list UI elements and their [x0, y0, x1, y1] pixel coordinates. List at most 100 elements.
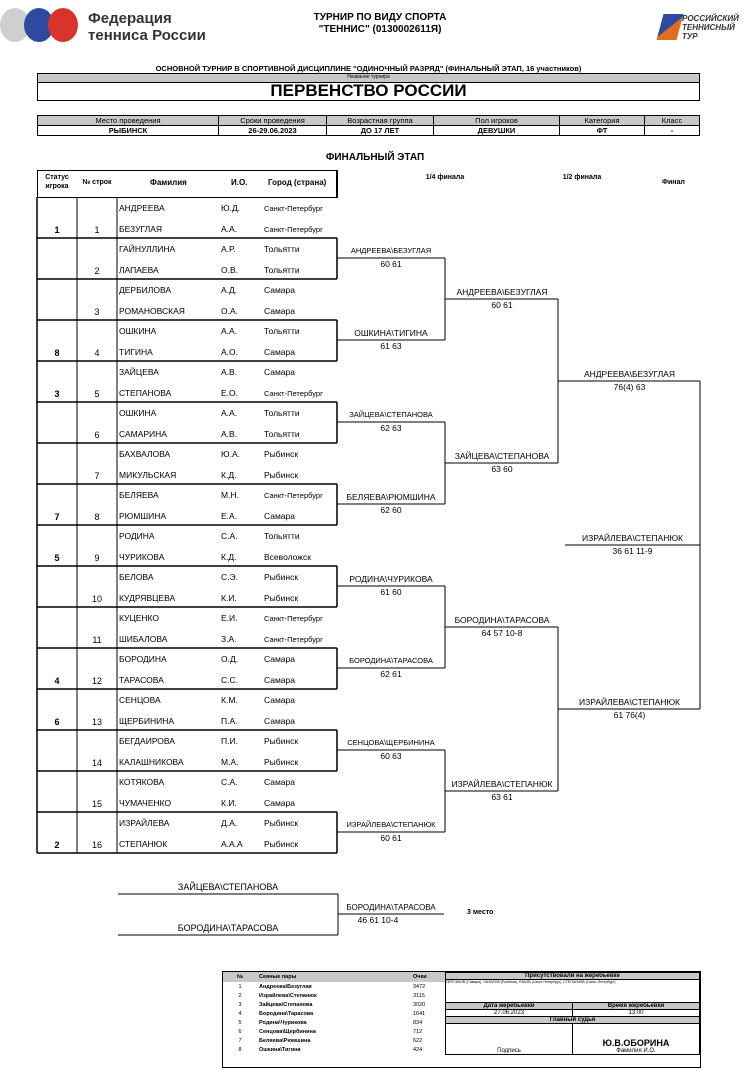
player-surname: БЕГДАИРОВА [119, 736, 175, 746]
seed-points: 1641 [413, 1010, 426, 1017]
time-label: Время жеребьевки [572, 1002, 700, 1010]
bracket-header [37, 170, 338, 198]
row-number: 13 [91, 717, 102, 727]
player-surname: ИЗРАЙЛЕВА [119, 818, 170, 828]
final-score: 61 76(4) [613, 710, 646, 720]
third-place-label: 3 место [467, 909, 494, 916]
player-initials: К.И. [221, 593, 237, 603]
seed-pair: Беляева\Рюмшина [259, 1037, 311, 1044]
title-line: ТУРНИР ПО ВИДУ СПОРТА [313, 12, 447, 23]
title-line: "ТЕННИС" (0130002611Я) [318, 24, 442, 35]
subtitle: ОСНОВНОЙ ТУРНИР В СПОРТИВНОЙ ДИСЦИПЛИНЕ … [155, 64, 582, 73]
col-qf: 1/4 финала [425, 174, 465, 181]
player-initials: К.Д. [221, 470, 237, 480]
player-status: 2 [54, 840, 60, 850]
qf-winner: АНДРЕЕВА\БЕЗУГЛАЯ [350, 246, 432, 255]
player-initials: О.Д. [221, 654, 239, 664]
qf-score: 60 61 [380, 259, 402, 269]
player-initials: М.А. [221, 757, 239, 767]
third-place-player1: ЗАЙЦЕВА\СТЕПАНОВА [177, 882, 279, 892]
player-city: Рыбинск [264, 818, 299, 828]
player-city: Санкт-Петербург [264, 491, 323, 500]
seed-points: 3472 [413, 983, 426, 990]
seed-pair: Ошкина\Тигина [259, 1046, 301, 1053]
seed-number: 2 [238, 992, 242, 999]
player-initials: А.В. [221, 367, 238, 377]
seed-row: 3 Зайцева\Степанова 3020 [223, 1000, 445, 1009]
bottom-frame [222, 971, 701, 1068]
info-table: Место проведения Сроки проведения Возрастн… [37, 115, 700, 136]
seed-row: 2 Израйлева\Степанюк 3115 [223, 991, 445, 1000]
player-surname: РЮМШИНА [119, 511, 167, 521]
third-place-score: 46 61 10-4 [357, 915, 399, 925]
seed-row: 7 Беляева\Рюмшина 622 [223, 1036, 445, 1045]
federation-line: Федерация [88, 10, 172, 27]
player-surname: БАХВАЛОВА [119, 449, 171, 459]
seeds-header: № [236, 974, 244, 980]
player-initials: Ю.Д. [221, 203, 241, 213]
row-number: 10 [91, 594, 102, 604]
player-city: Рыбинск [264, 757, 299, 767]
seed-pair: Бородина\Тарасова [259, 1010, 314, 1017]
seed-row: 8 Ошкина\Тигина 424 [223, 1045, 445, 1054]
col-city: Город (страна) [268, 178, 327, 187]
draw-time: 13:00 [572, 1009, 700, 1017]
player-city: Рыбинск [264, 593, 299, 603]
row-number: 9 [94, 553, 100, 563]
seed-row: 1 Андреева\Безуглая 3472 [223, 982, 445, 991]
player-initials: М.Н. [221, 490, 239, 500]
row-number: 15 [91, 799, 102, 809]
seed-number: 6 [238, 1028, 242, 1035]
seed-number: 4 [238, 1010, 242, 1017]
player-surname: СТЕПАНЮК [119, 839, 168, 849]
player-initials: А.О. [221, 347, 239, 357]
player-initials: А.А. [221, 408, 238, 418]
player-city: Самара [264, 511, 295, 521]
player-initials: О.В. [221, 265, 239, 275]
ball-icon [48, 8, 78, 42]
row-number: 5 [94, 389, 100, 399]
player-initials: А.Р. [221, 244, 236, 254]
col-final: Финал [662, 179, 685, 186]
info-value: - [644, 125, 700, 136]
qf-winner: ИЗРАЙЛЕВА\СТЕПАНЮК [346, 820, 436, 829]
qf-winner: БЕЛЯЕВА\РЮМШИНА [346, 492, 436, 502]
seed-number: 8 [238, 1046, 242, 1053]
player-status: 1 [54, 225, 60, 235]
row-number: 12 [91, 676, 102, 686]
player-initials: С.А. [221, 531, 238, 541]
row-number: 14 [91, 758, 102, 768]
judge-name: Ю.В.ОБОРИНА [602, 1038, 670, 1048]
judge-label: Главный судья [445, 1016, 700, 1024]
federation-logo [0, 8, 200, 44]
seed-points: 3020 [413, 1001, 426, 1008]
seed-pair: Андреева\Безуглая [259, 983, 312, 990]
player-city: Тольятти [264, 326, 300, 336]
seed-points: 622 [413, 1037, 423, 1044]
seed-row: 5 Родина\Чурикова 834 [223, 1018, 445, 1027]
qf-score: 61 60 [380, 587, 402, 597]
qf-winner: РОДИНА\ЧУРИКОВА [349, 574, 433, 584]
player-surname: ЛАПАЕВА [119, 265, 159, 275]
player-surname: СЕНЦОВА [119, 695, 161, 705]
federation-name: Федерация тенниса России [88, 10, 206, 44]
qf-winner: ЗАЙЦЕВА\СТЕПАНОВА [349, 410, 433, 419]
player-city: Тольятти [264, 265, 300, 275]
player-initials: А.А.А [221, 839, 243, 849]
player-initials: А.В. [221, 429, 238, 439]
row-number: 4 [94, 348, 100, 358]
player-surname: ДЕРБИЛОВА [119, 285, 172, 295]
qf-score: 62 60 [380, 505, 402, 515]
player-surname: МИКУЛЬСКАЯ [119, 470, 177, 480]
seed-points: 834 [413, 1019, 423, 1026]
player-surname: ЧУМАЧЕНКО [119, 798, 172, 808]
player-status: 3 [54, 389, 60, 399]
draw-date: 27.06.2023 [445, 1009, 573, 1017]
tournament-name: ПЕРВЕНСТВО РОССИИ [37, 82, 700, 101]
player-initials: К.И. [221, 798, 237, 808]
seeds-header: Сеяные пары [259, 974, 297, 980]
player-initials: К.М. [221, 695, 238, 705]
sf-score: 64 57 10-8 [481, 628, 523, 638]
sf-winner: АНДРЕЕВА\БЕЗУГЛАЯ [456, 287, 548, 297]
champion: ИЗРАЙЛЕВА\СТЕПАНЮК [582, 533, 683, 543]
